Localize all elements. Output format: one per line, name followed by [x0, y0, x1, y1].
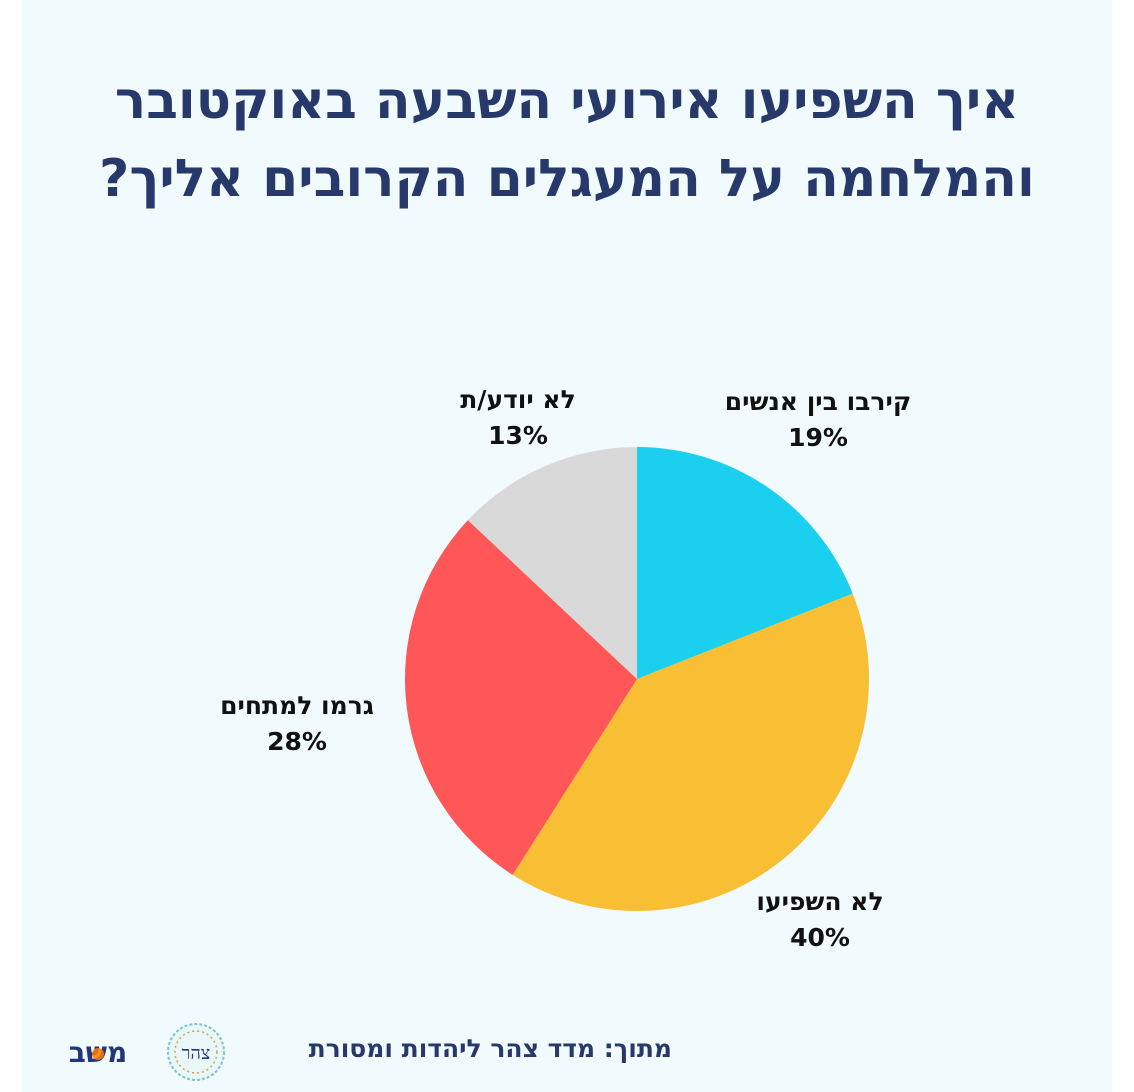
pie-slice-2 — [404, 520, 637, 875]
slice-label-1-value: 40% — [790, 923, 850, 952]
slice-label-2-name: גרמו למתחים — [220, 691, 374, 720]
infographic-card: איך השפיעו אירועי השבעה באוקטובר והמלחמה… — [22, 0, 1112, 1092]
footer: משב צהר מתוך: מדד צהר ליהדות ומסורת — [42, 1020, 682, 1084]
chart-title-line-1: איך השפיעו אירועי השבעה באוקטובר — [114, 71, 1020, 131]
tzohar-seal-text: צהר — [182, 1043, 211, 1064]
slice-label-1: לא השפיעו 40% — [740, 884, 900, 956]
pie-chart — [404, 447, 870, 911]
mashav-logo-dot — [92, 1048, 104, 1060]
slice-label-3-value: 13% — [488, 421, 548, 450]
chart-title: איך השפיעו אירועי השבעה באוקטובר והמלחמה… — [22, 62, 1112, 218]
slice-label-2: גרמו למתחים 28% — [182, 688, 412, 760]
tzohar-seal-icon: צהר — [167, 1023, 225, 1081]
pie-slice-1 — [512, 593, 870, 911]
slice-label-3-name: לא יודע/ת — [460, 385, 576, 414]
chart-title-line-2: והמלחמה על המעגלים הקרובים אליך? — [99, 149, 1035, 209]
mashav-logo: משב — [69, 1036, 128, 1069]
slice-label-0: קירבו בין אנשים 19% — [688, 384, 948, 456]
pie-slice-3 — [467, 447, 637, 679]
slice-label-3: לא יודע/ת 13% — [418, 382, 618, 454]
pie-slice-0 — [637, 447, 853, 679]
source-credit: מתוך: מדד צהר ליהדות ומסורת — [308, 1034, 672, 1063]
slice-label-0-value: 19% — [788, 423, 848, 452]
slice-label-1-name: לא השפיעו — [756, 887, 884, 916]
slice-label-2-value: 28% — [267, 727, 327, 756]
pie-slices — [404, 447, 870, 911]
slice-label-0-name: קירבו בין אנשים — [724, 387, 912, 416]
